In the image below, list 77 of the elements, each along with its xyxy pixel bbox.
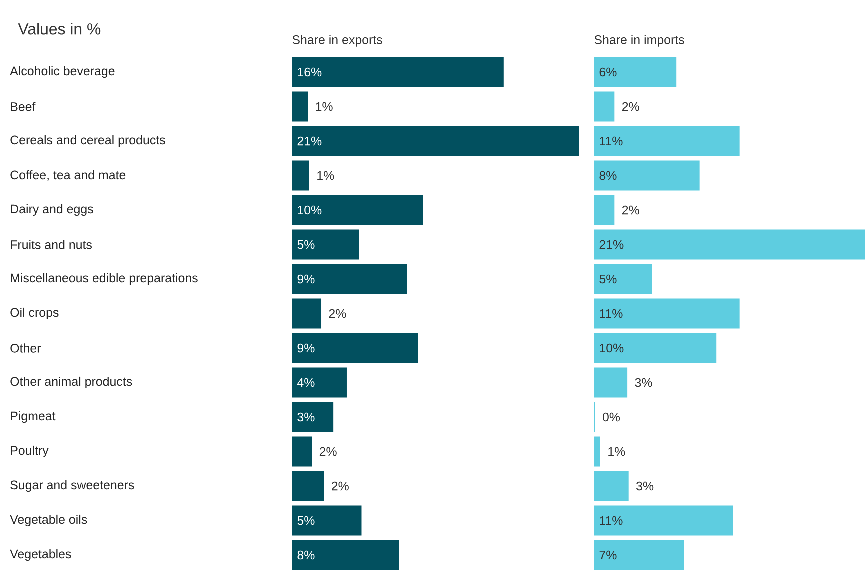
bar [594, 506, 734, 536]
data-label: 9% [298, 274, 315, 284]
bar [292, 298, 322, 329]
y-tick-label: Beef [11, 102, 36, 112]
bar [594, 333, 717, 364]
data-label: 16% [298, 68, 322, 77]
bar [594, 230, 865, 260]
text: Values in % [18, 23, 101, 35]
y-tick-label: Oil crops [10, 308, 59, 320]
data-label: 4% [297, 378, 315, 388]
data-label: 8% [600, 171, 617, 180]
bar [594, 540, 684, 570]
data-label: 9% [298, 344, 315, 353]
data-label: 10% [298, 206, 322, 215]
data-label: 1% [318, 171, 334, 180]
y-tick-label: Other animal products [10, 376, 132, 389]
data-label: 1% [608, 447, 626, 456]
data-label: 21% [298, 136, 322, 146]
data-label: 11% [600, 516, 623, 526]
data-label: 6% [600, 68, 617, 77]
bar [594, 195, 615, 226]
data-label: 2% [622, 206, 640, 215]
y-tick-label: Fruits and nuts [11, 240, 92, 250]
data-label: 8% [298, 550, 315, 560]
bar [594, 57, 677, 88]
bar [292, 540, 400, 570]
data-label: 2% [332, 482, 349, 491]
data-label: 2% [329, 309, 346, 318]
data-label: 10% [600, 344, 624, 353]
bar [594, 368, 628, 398]
y-tick-label: Alcoholic beverage [10, 66, 115, 78]
data-label: 5% [298, 240, 315, 250]
data-label: 7% [600, 550, 617, 560]
bar [292, 506, 362, 536]
bar [594, 264, 652, 294]
bar [594, 126, 740, 156]
y-tick-label: Sugar and sweeteners [10, 480, 134, 492]
y-tick-label: Other [10, 344, 42, 353]
data-label: 21% [600, 240, 624, 250]
bar [292, 471, 324, 502]
y-tick-label: Miscellaneous edible preparations [11, 273, 198, 286]
data-label: 2% [622, 102, 640, 112]
chart-title: Share in exports [292, 35, 382, 47]
data-label: 0% [602, 412, 620, 422]
bar [292, 436, 312, 467]
bar [292, 333, 418, 364]
y-tick-label: Vegetables [10, 549, 72, 562]
bar [292, 195, 424, 226]
y-tick-label: Coffee, tea and mate [10, 170, 126, 182]
bar [292, 230, 360, 260]
bar [292, 160, 310, 191]
data-label: 3% [635, 378, 652, 388]
y-tick-label: Vegetable oils [10, 514, 88, 527]
data-label: 5% [600, 274, 617, 284]
y-tick-label: Pigmeat [11, 411, 56, 424]
bar [292, 57, 504, 88]
chart-title: Share in imports [594, 35, 684, 47]
bar [594, 471, 629, 502]
y-tick-label: Poultry [11, 446, 49, 458]
data-label: 3% [298, 412, 315, 422]
data-label: 11% [600, 136, 623, 146]
y-tick-label: Cereals and cereal products [10, 135, 166, 148]
data-label: 1% [316, 102, 333, 112]
bar [292, 264, 408, 294]
data-label: 5% [298, 516, 315, 526]
bar [594, 160, 700, 191]
data-label: 3% [636, 482, 654, 491]
data-label: 2% [320, 447, 337, 456]
data-label: 11% [600, 309, 623, 318]
bar [594, 92, 615, 122]
bar [292, 402, 334, 432]
bar [594, 298, 740, 329]
bar [594, 436, 600, 467]
y-tick-label: Dairy and eggs [11, 204, 94, 216]
bar [292, 92, 308, 122]
bar [292, 368, 347, 398]
bar [292, 126, 580, 156]
